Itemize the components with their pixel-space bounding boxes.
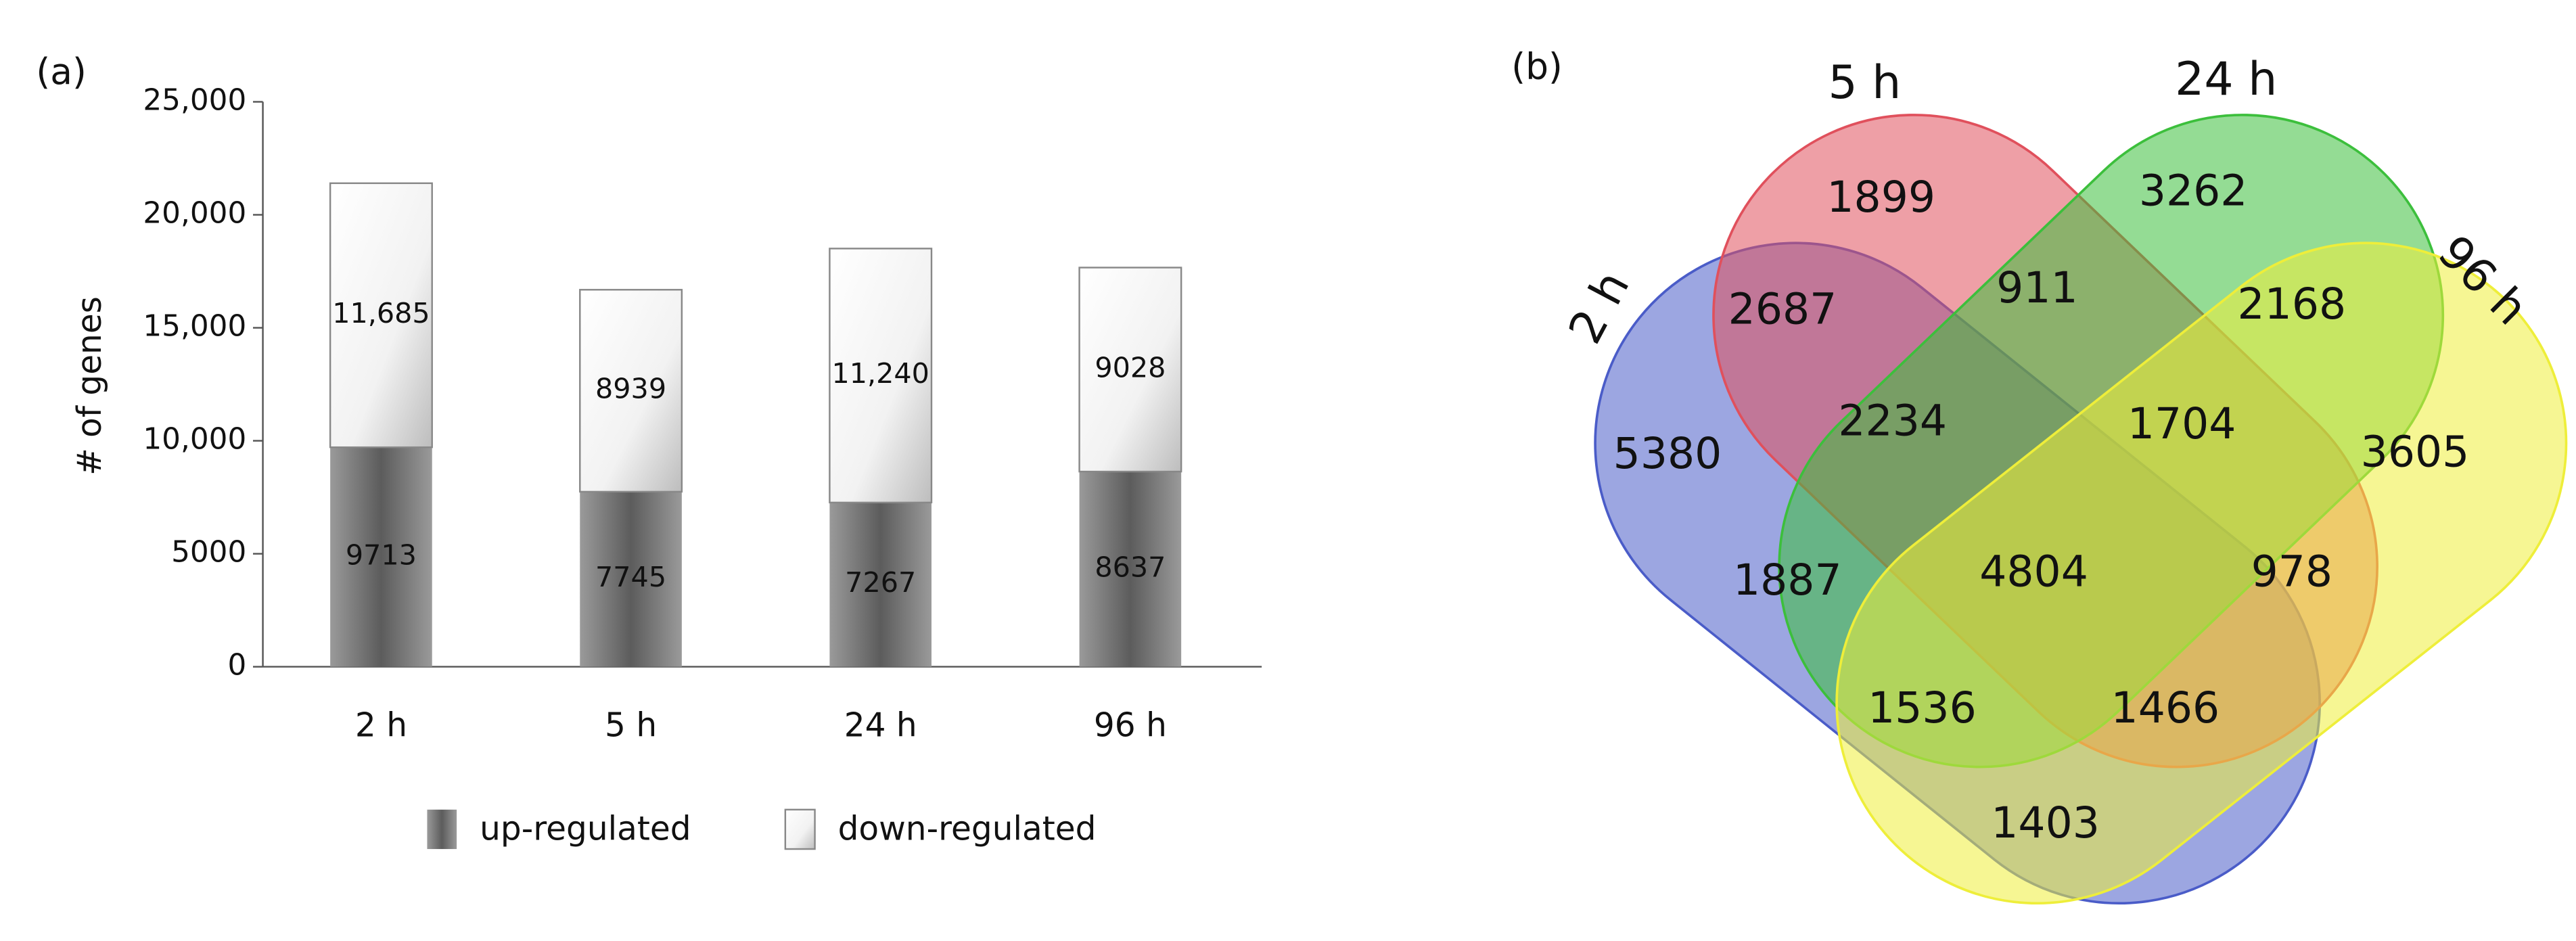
venn-set — [1835, 242, 2568, 904]
bar-segment — [1079, 472, 1182, 667]
y-tick-label: 15,000 — [143, 309, 246, 344]
bar-segment — [330, 447, 432, 667]
value-label: 9713 — [346, 538, 417, 571]
bar-segment — [580, 491, 682, 667]
region-count: 1704 — [2128, 398, 2236, 449]
legend-swatch — [784, 808, 816, 850]
region-count: 2168 — [2238, 279, 2347, 329]
set-label: 24 h — [2175, 53, 2277, 106]
region-count: 3262 — [2139, 166, 2248, 216]
region-count: 1887 — [1733, 555, 1842, 605]
y-tick-label: 10,000 — [143, 422, 246, 457]
bar-segment — [829, 248, 933, 504]
bar-segment — [829, 502, 932, 667]
region-count: 911 — [1996, 262, 2077, 313]
region-count: 1403 — [1991, 798, 2100, 848]
value-label: 11,685 — [332, 297, 430, 329]
panel-label: (a) — [36, 50, 86, 93]
legend-label: up-regulated — [480, 810, 691, 848]
x-tick-label: 24 h — [844, 706, 917, 744]
y-tick-label: 20,000 — [143, 196, 246, 231]
value-label: 8939 — [595, 373, 666, 405]
value-label: 7745 — [595, 561, 666, 593]
value-label: 11,240 — [832, 357, 929, 390]
region-count: 1466 — [2111, 683, 2220, 733]
bar-segment — [329, 182, 433, 449]
region-count: 1899 — [1826, 172, 1935, 222]
panel-label: (b) — [1511, 45, 1563, 88]
bar-segment — [579, 289, 683, 493]
region-count: 3605 — [2361, 427, 2470, 477]
bar-segment — [1078, 267, 1182, 473]
value-label: 8637 — [1095, 551, 1166, 583]
value-label: 7267 — [845, 566, 916, 599]
x-tick-label: 2 h — [355, 706, 407, 744]
value-label: 9028 — [1095, 351, 1166, 384]
legend-label: down-regulated — [838, 810, 1097, 848]
region-count: 4804 — [1979, 547, 2088, 597]
region-count: 2234 — [1838, 395, 1947, 445]
y-tick-label: 0 — [227, 648, 246, 683]
y-tick-label: 5000 — [171, 535, 246, 570]
region-count: 1536 — [1868, 683, 1977, 733]
region-count: 5380 — [1613, 428, 1722, 478]
x-tick-label: 5 h — [605, 706, 657, 744]
legend-swatch — [427, 809, 457, 850]
x-tick-label: 96 h — [1094, 706, 1167, 744]
region-count: 2687 — [1728, 283, 1837, 334]
y-tick-label: 25,000 — [143, 83, 246, 118]
region-count: 978 — [2251, 547, 2332, 597]
set-label: 5 h — [1828, 56, 1901, 110]
y-axis-title: # of genes — [71, 296, 109, 476]
